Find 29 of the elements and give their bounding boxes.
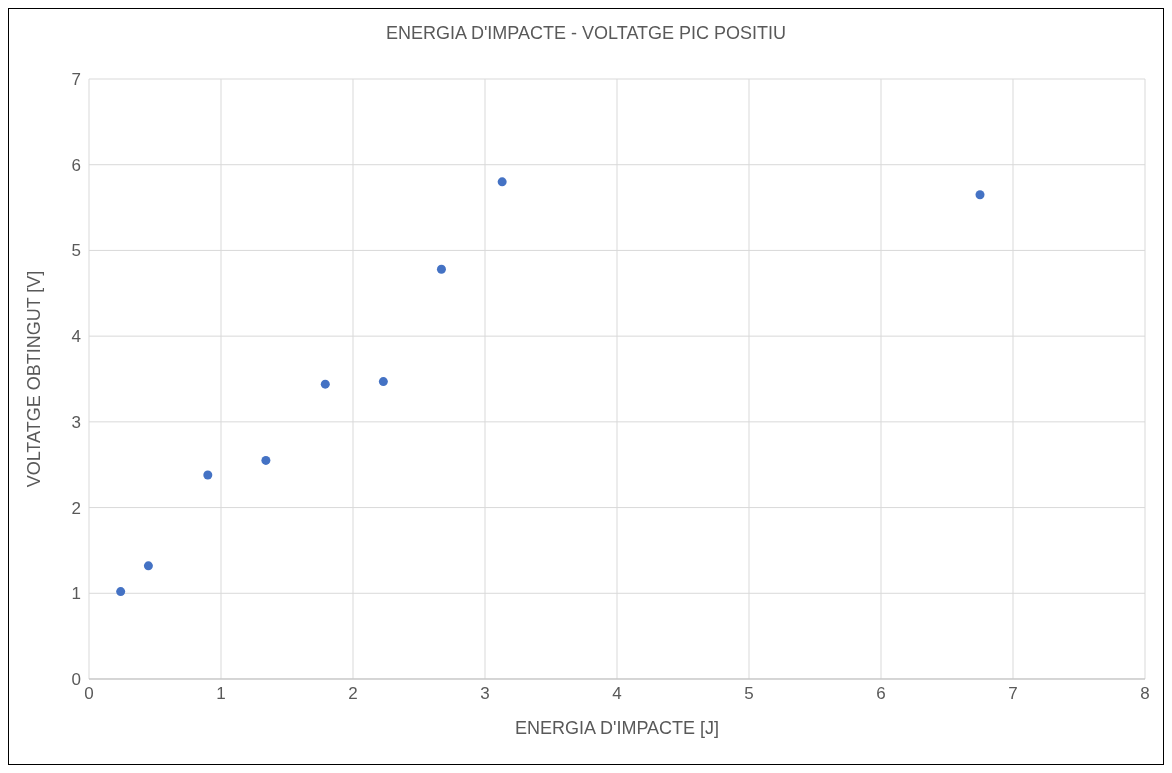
y-tick-label: 5 [71,241,81,261]
x-tick-label: 6 [876,684,886,704]
point [436,264,446,274]
y-tick-label: 3 [71,412,81,432]
y-tick-label: 4 [71,327,81,347]
point [497,177,507,187]
y-tick-label: 7 [71,70,81,90]
x-axis-title: ENERGIA D'IMPACTE [J] [514,718,720,738]
x-tick-label: 1 [216,684,226,704]
point [378,377,388,387]
chart-title: ENERGIA D'IMPACTE - VOLTATGE PIC POSITIU [384,23,788,44]
y-axis-title: VOLTATGE OBTINGUT [V] [24,270,45,488]
point [143,561,153,571]
x-tick-label: 2 [348,684,358,704]
x-tick-label: 5 [744,684,754,704]
y-tick-label: 2 [71,498,81,518]
point [116,587,126,597]
point [975,190,985,200]
point [261,455,271,465]
y-tick-label: 1 [71,584,81,604]
y-tick-label: 6 [71,155,81,175]
point [203,470,213,480]
point [320,379,330,389]
x-tick-label: 3 [480,684,490,704]
x-tick-label: 4 [612,684,622,704]
x-tick-label: 7 [1008,684,1018,704]
x-tick-label: 0 [84,684,94,704]
y-tick-label: 0 [71,670,81,690]
x-tick-label: 8 [1140,684,1150,704]
